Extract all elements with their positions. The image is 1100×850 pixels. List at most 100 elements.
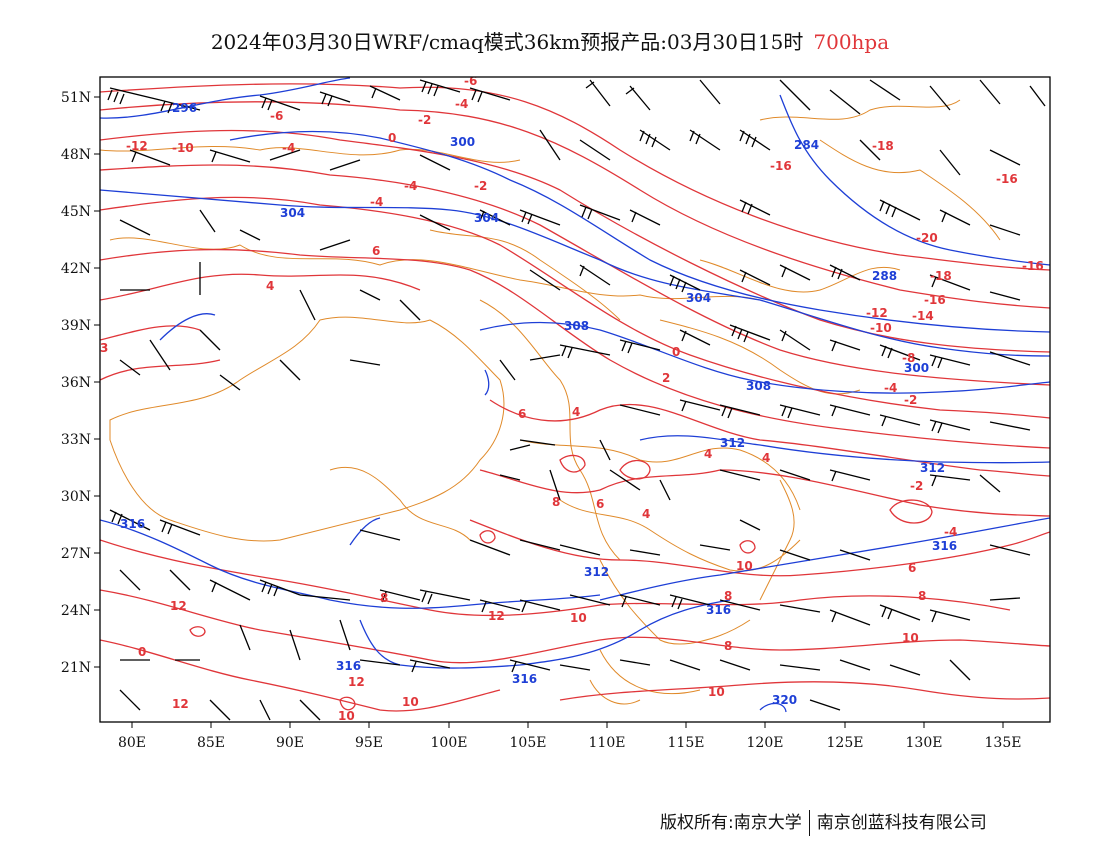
lon-label: 135E [985, 735, 1022, 751]
height-label: 296 [172, 101, 197, 115]
temp-label: 2 [662, 371, 670, 385]
temp-label: -12 [866, 306, 888, 320]
lon-label: 105E [510, 735, 547, 751]
temp-label: -6 [270, 109, 283, 123]
temp-label: 4 [704, 447, 712, 461]
temp-label: -16 [924, 293, 946, 307]
lat-label: 30N [61, 489, 91, 505]
lat-label: 24N [61, 603, 91, 619]
temp-label: -14 [912, 309, 934, 323]
height-label: 300 [904, 361, 929, 375]
plot-frame [99, 76, 1051, 723]
height-label: 316 [706, 603, 731, 617]
lon-label: 130E [906, 735, 943, 751]
temp-label: 12 [172, 697, 189, 711]
temp-label: 0 [388, 131, 396, 145]
temp-label: 10 [570, 611, 587, 625]
temp-label: 8 [724, 589, 732, 603]
temp-label: 4 [762, 451, 770, 465]
temp-label: 0 [672, 345, 680, 359]
lon-label: 85E [197, 735, 225, 751]
temp-label: -2 [418, 113, 431, 127]
height-label: 320 [772, 693, 797, 707]
height-label: 316 [336, 659, 361, 673]
lat-label: 36N [61, 375, 91, 391]
height-label: 316 [512, 672, 537, 686]
height-label: 312 [720, 436, 745, 450]
lat-label: 48N [61, 147, 91, 163]
temp-label: -12 [126, 139, 148, 153]
lat-label: 21N [61, 660, 91, 676]
height-label: 308 [746, 379, 771, 393]
temp-label: -4 [282, 141, 295, 155]
temp-label: -4 [370, 195, 383, 209]
temp-label: 4 [642, 507, 650, 521]
height-label: 316 [120, 517, 145, 531]
temp-label: -4 [455, 97, 468, 111]
longitude-axis [131, 722, 1004, 728]
isotherm-lines [100, 83, 1050, 712]
temp-label: 0 [138, 645, 146, 659]
height-contours [100, 77, 1050, 713]
temp-label: 10 [338, 709, 355, 723]
height-label: 308 [564, 319, 589, 333]
wind-barbs [107, 79, 1046, 721]
temp-label: -4 [884, 381, 897, 395]
temp-label: 6 [596, 497, 604, 511]
temp-label: 10 [402, 695, 419, 709]
height-label: 312 [584, 565, 609, 579]
temp-label: -10 [870, 321, 892, 335]
temp-label: 4 [572, 405, 580, 419]
temp-label: -2 [474, 179, 487, 193]
temp-label: -10 [172, 141, 194, 155]
height-labels: 296 300 304 304 308 304 312 284 288 300 … [120, 101, 957, 707]
temp-label: -4 [404, 179, 417, 193]
height-label: 312 [920, 461, 945, 475]
height-label: 284 [794, 138, 819, 152]
lon-label: 100E [431, 735, 468, 751]
temp-label: 10 [902, 631, 919, 645]
temp-label: -2 [910, 479, 923, 493]
temp-label: 6 [518, 407, 526, 421]
temp-label: 8 [724, 639, 732, 653]
title-main: 2024年03月30日WRF/cmaq模式36km预报产品:03月30日15时 [210, 30, 804, 54]
temp-label: 3 [100, 341, 108, 355]
height-label: 316 [932, 539, 957, 553]
lon-label: 115E [668, 735, 705, 751]
lat-label: 51N [61, 90, 91, 106]
temperature-labels: -6 -4 -6 -2 -12 -10 -4 0 -2 -4 -4 6 4 3 … [100, 74, 1044, 723]
copyright-text: 版权所有:南京大学 [660, 813, 802, 833]
lat-label: 39N [61, 318, 91, 334]
temp-label: -18 [872, 139, 894, 153]
lon-label: 125E [827, 735, 864, 751]
lon-label: 90E [276, 735, 304, 751]
lat-label: 33N [61, 432, 91, 448]
temp-label: -2 [904, 393, 917, 407]
temp-label: -18 [930, 269, 952, 283]
temp-label: 12 [170, 599, 187, 613]
temp-label: 6 [908, 561, 916, 575]
temp-label: 10 [708, 685, 725, 699]
chart-title: 2024年03月30日WRF/cmaq模式36km预报产品:03月30日15时 7… [0, 26, 1100, 55]
lat-label: 45N [61, 204, 91, 220]
temp-label: -16 [770, 159, 792, 173]
latitude-labels: 51N 48N 45N 42N 39N 36N 33N 30N 27N 24N … [61, 90, 91, 676]
temp-label: -16 [996, 172, 1018, 186]
boundary-lines [100, 99, 1001, 705]
temp-label: -20 [916, 231, 938, 245]
lat-label: 42N [61, 261, 91, 277]
lon-label: 95E [355, 735, 383, 751]
temp-label: -6 [464, 74, 477, 88]
temp-label: 4 [266, 279, 274, 293]
lat-label: 27N [61, 546, 91, 562]
longitude-labels: 80E 85E 90E 95E 100E 105E 110E 115E 120E… [118, 735, 1022, 751]
temp-label: -4 [944, 525, 957, 539]
copyright-footer: 版权所有:南京大学 南京创蓝科技有限公司 [660, 808, 987, 836]
temp-label: -8 [902, 351, 915, 365]
temp-label: 8 [918, 589, 926, 603]
temp-label: -16 [1022, 259, 1044, 273]
temp-label: 8 [552, 495, 560, 509]
temp-label: 8 [380, 591, 388, 605]
height-label: 288 [872, 269, 897, 283]
